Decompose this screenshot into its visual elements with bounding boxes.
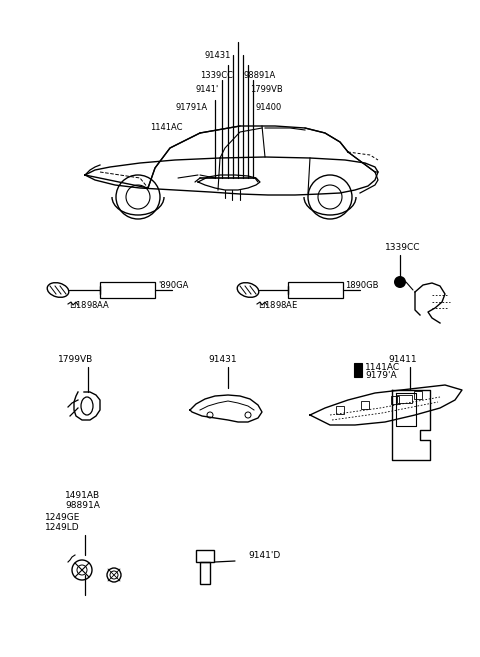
Text: 1249LD: 1249LD <box>45 524 80 533</box>
Text: 1491AB: 1491AB <box>65 491 100 499</box>
Text: 91400: 91400 <box>256 102 282 112</box>
Text: 9141'D: 9141'D <box>248 551 280 560</box>
Text: 1890GB: 1890GB <box>345 281 379 290</box>
Text: 9179'A: 9179'A <box>365 371 396 380</box>
Text: 91791A: 91791A <box>175 102 207 112</box>
Circle shape <box>394 276 406 288</box>
Text: 1339CC: 1339CC <box>385 244 420 252</box>
Text: 9141': 9141' <box>195 85 218 93</box>
Text: 91411: 91411 <box>388 355 417 365</box>
Text: 91431: 91431 <box>205 51 231 60</box>
Text: 1339CC: 1339CC <box>200 72 233 81</box>
Text: 1249GE: 1249GE <box>45 512 80 522</box>
Text: 1799VB: 1799VB <box>250 85 283 93</box>
Text: 1141AC: 1141AC <box>150 122 182 131</box>
Text: $\sqcup$1898AA: $\sqcup$1898AA <box>69 298 110 309</box>
Text: 91431: 91431 <box>208 355 237 365</box>
Text: 1141AC: 1141AC <box>365 363 400 371</box>
Text: $\sqcup$1898AE: $\sqcup$1898AE <box>258 298 299 309</box>
FancyBboxPatch shape <box>354 363 362 377</box>
Text: '890GA: '890GA <box>158 281 188 290</box>
Text: 98891A: 98891A <box>65 501 100 510</box>
Text: 1799VB: 1799VB <box>58 355 93 365</box>
Text: 98891A: 98891A <box>244 72 276 81</box>
